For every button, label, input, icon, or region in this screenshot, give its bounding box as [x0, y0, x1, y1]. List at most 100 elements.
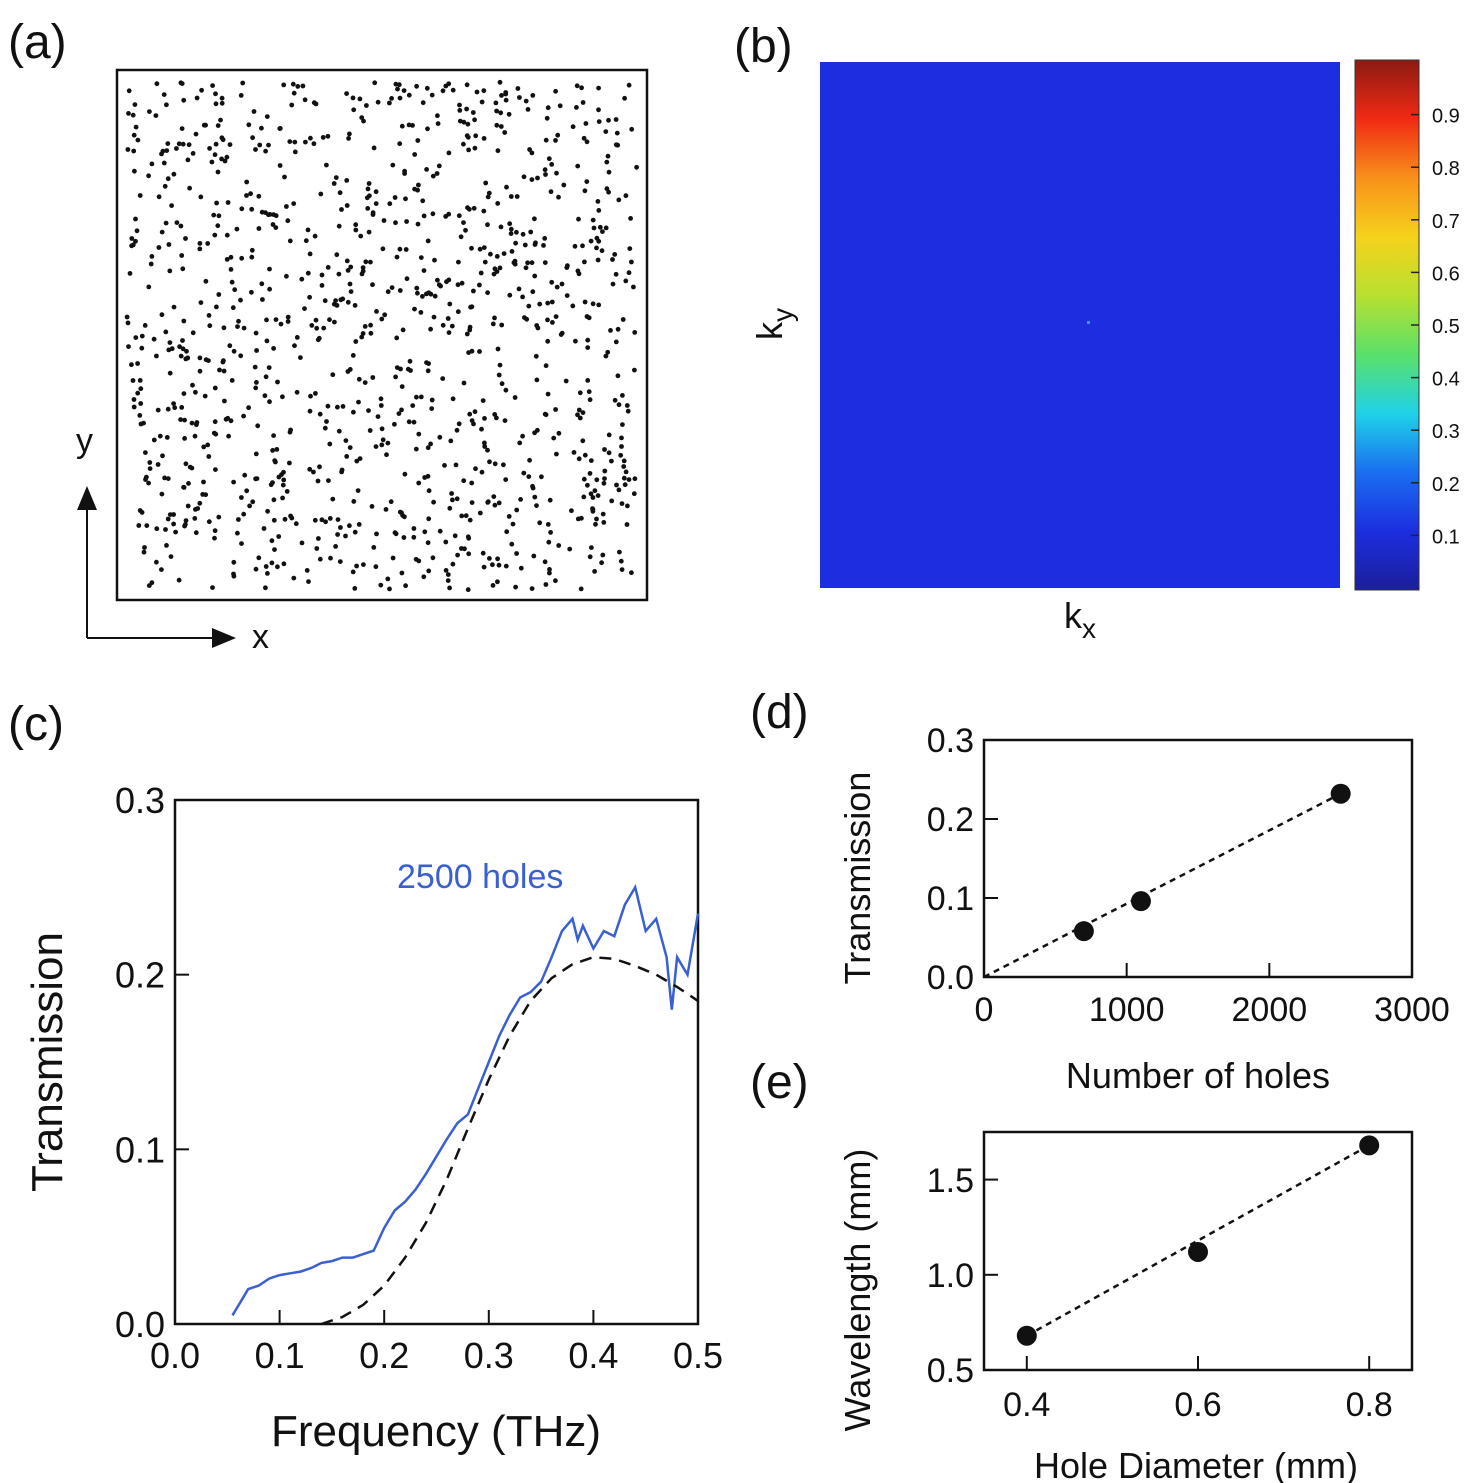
scatter-point	[374, 309, 379, 314]
scatter-point	[576, 407, 582, 413]
scatter-point	[275, 379, 280, 385]
scatter-point	[253, 385, 259, 391]
scatter-point	[429, 397, 435, 403]
scatter-point	[456, 259, 461, 265]
scatter-point	[359, 334, 365, 340]
scatter-point	[525, 107, 531, 112]
scatter-point	[146, 173, 152, 179]
scatter-point	[234, 226, 240, 232]
scatter-point	[469, 480, 475, 486]
scatter-point	[502, 130, 508, 135]
scatter-point	[612, 397, 618, 403]
scatter-point	[344, 258, 350, 264]
scatter-point	[461, 141, 466, 147]
panel-d-label: (d)	[750, 686, 809, 739]
colorbar-tick-label: 0.6	[1432, 263, 1460, 285]
scatter-point	[420, 294, 425, 299]
panel-e: (e) 0.4 0.6 0.8 0.5 1.0 1.5 Hole Diameter (mm…	[750, 1056, 1414, 1483]
scatter-point	[588, 238, 594, 244]
scatter-point	[590, 217, 596, 223]
scatter-point	[176, 141, 182, 147]
scatter-point	[178, 80, 184, 86]
scatter-point	[447, 301, 453, 307]
scatter-point	[201, 479, 206, 485]
scatter-point	[532, 430, 537, 436]
scatter-point	[400, 327, 406, 333]
scatter-point	[292, 343, 297, 349]
scatter-point	[629, 570, 634, 576]
scatter-point	[280, 495, 285, 501]
fit-line-dotted	[983, 792, 1342, 979]
scatter-point	[328, 555, 333, 561]
scatter-point	[459, 280, 465, 286]
scatter-point	[199, 87, 205, 93]
scatter-point	[590, 506, 595, 511]
scatter-point	[246, 122, 252, 128]
scatter-point	[385, 440, 391, 446]
scatter-point	[231, 479, 237, 485]
scatter-point	[154, 559, 159, 565]
x-tick-label: 0.1	[255, 1335, 305, 1376]
scatter-point	[394, 254, 400, 260]
scatter-point	[510, 521, 516, 527]
scatter-point	[602, 447, 607, 452]
scatter-point	[229, 279, 235, 285]
panel-a-y-label: y	[76, 422, 93, 460]
scatter-point	[353, 227, 359, 233]
scatter-point	[594, 245, 599, 251]
scatter-point	[189, 465, 195, 471]
scatter-point	[477, 510, 483, 516]
scatter-point	[354, 458, 360, 464]
scatter-point	[527, 147, 532, 152]
scatter-point	[198, 300, 204, 305]
scatter-point	[311, 141, 317, 147]
scatter-point	[447, 505, 453, 511]
scatter-point	[629, 126, 635, 132]
panel-e-y-axis-label: Wavelength (mm)	[837, 1149, 878, 1432]
scatter-point	[290, 81, 296, 87]
scatter-point	[267, 212, 273, 217]
scatter-point	[488, 251, 493, 257]
scatter-point	[325, 403, 331, 409]
scatter-point	[583, 121, 589, 126]
scatter-point	[481, 245, 487, 251]
scatter-point	[315, 337, 321, 343]
scatter-point	[287, 460, 292, 466]
scatter-point	[143, 477, 148, 482]
scatter-point	[271, 346, 276, 351]
scatter-point	[594, 235, 600, 241]
scatter-point	[358, 233, 364, 239]
scatter-point	[281, 477, 287, 483]
scatter-point	[351, 499, 357, 504]
scatter-point	[576, 216, 581, 222]
scatter-point	[393, 81, 399, 87]
scatter-point	[360, 265, 366, 270]
scatter-point	[250, 135, 256, 141]
scatter-point	[126, 88, 132, 94]
scatter-point	[473, 466, 478, 472]
scatter-point	[420, 100, 426, 106]
scatter-point	[421, 574, 427, 580]
svg-text:ky: ky	[749, 308, 798, 340]
scatter-point	[236, 517, 241, 522]
scatter-point	[508, 226, 514, 232]
scatter-point	[327, 317, 332, 323]
scatter-point	[469, 500, 475, 505]
scatter-point	[282, 516, 288, 522]
panel-c-label: (c)	[8, 698, 64, 751]
scatter-point	[440, 88, 446, 94]
scatter-point	[335, 532, 340, 537]
scatter-point	[530, 483, 535, 489]
x-tick-label: 0.8	[1346, 1386, 1393, 1424]
scatter-point	[415, 221, 421, 227]
scatter-point	[194, 95, 200, 101]
scatter-point	[399, 570, 405, 576]
scatter-point	[246, 405, 252, 411]
scatter-point	[394, 365, 400, 370]
panel-a-points	[124, 79, 639, 593]
scatter-point	[378, 582, 384, 588]
scatter-point	[278, 321, 284, 327]
scatter-point	[137, 378, 143, 383]
scatter-point	[603, 129, 609, 135]
scatter-point	[632, 330, 638, 335]
